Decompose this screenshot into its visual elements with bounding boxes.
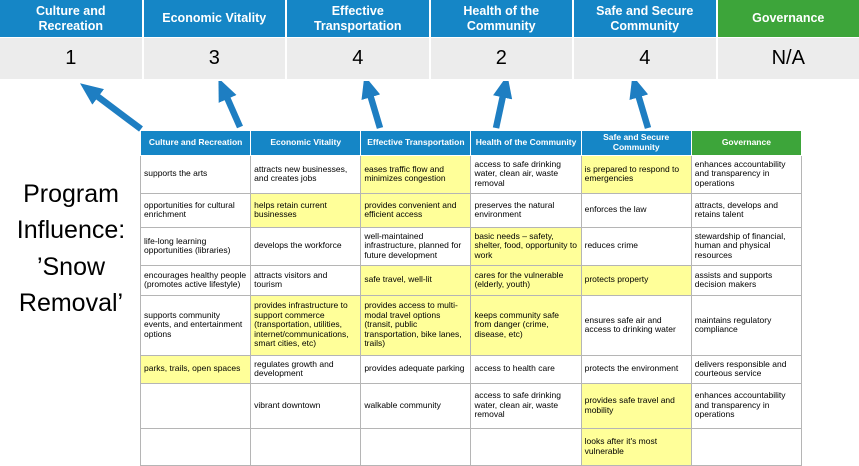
matrix-cell: walkable community <box>361 383 471 428</box>
up-arrow-transportation <box>369 91 380 128</box>
matrix-row: looks after it's most vulnerable <box>141 428 802 465</box>
matrix-cell: supports the arts <box>141 155 251 193</box>
matrix-cell: reduces crime <box>581 227 691 265</box>
matrix-cell: maintains regulatory compliance <box>691 295 801 355</box>
score-health-of-the-community: 2 <box>431 38 573 79</box>
up-arrow-culture <box>93 93 141 129</box>
matrix-header-culture-and-recreation: Culture and Recreation <box>141 131 251 156</box>
matrix-cell: enhances accountability and transparency… <box>691 383 801 428</box>
score-culture-and-recreation: 1 <box>0 38 142 79</box>
matrix-cell: basic needs – safety, shelter, food, opp… <box>471 227 581 265</box>
matrix-cell: opportunities for cultural enrichment <box>141 193 251 227</box>
summary-header-safe-and-secure-community: Safe and Secure Community <box>574 0 716 37</box>
matrix-cell: life-long learning opportunities (librar… <box>141 227 251 265</box>
matrix-cell-empty <box>691 428 801 465</box>
matrix-cell: provides infrastructure to support comme… <box>251 295 361 355</box>
matrix-cell: provides adequate parking <box>361 355 471 383</box>
matrix-cell: preserves the natural environment <box>471 193 581 227</box>
matrix-header-safe-and-secure-community: Safe and Secure Community <box>581 131 691 156</box>
matrix-header-governance: Governance <box>691 131 801 156</box>
matrix-cell: ensures safe air and access to drinking … <box>581 295 691 355</box>
matrix-cell-empty <box>471 428 581 465</box>
summary-header-governance: Governance <box>718 0 859 37</box>
matrix-cell: attracts visitors and tourism <box>251 265 361 295</box>
matrix-cell: supports community events, and entertain… <box>141 295 251 355</box>
matrix-cell: access to safe drinking water, clean air… <box>471 383 581 428</box>
matrix-cell: vibrant downtown <box>251 383 361 428</box>
matrix-cell: safe travel, well-lit <box>361 265 471 295</box>
matrix-cell: access to safe drinking water, clean air… <box>471 155 581 193</box>
matrix-row: life-long learning opportunities (librar… <box>141 227 802 265</box>
score-safe-and-secure-community: 4 <box>574 38 716 79</box>
matrix-cell: eases traffic flow and minimizes congest… <box>361 155 471 193</box>
matrix-cell: helps retain current businesses <box>251 193 361 227</box>
matrix-cell: is prepared to respond to emergencies <box>581 155 691 193</box>
summary-header-economic-vitality: Economic Vitality <box>144 0 286 37</box>
up-arrow-safe <box>637 91 648 128</box>
matrix-header-health-of-the-community: Health of the Community <box>471 131 581 156</box>
matrix-cell: provides safe travel and mobility <box>581 383 691 428</box>
matrix-cell: assists and supports decision makers <box>691 265 801 295</box>
score-governance: N/A <box>718 38 859 79</box>
summary-header-culture-and-recreation: Culture and Recreation <box>0 0 142 37</box>
matrix-cell: protects property <box>581 265 691 295</box>
matrix-cell: provides convenient and efficient access <box>361 193 471 227</box>
summary-header-effective-transportation: Effective Transportation <box>287 0 429 37</box>
matrix-cell: attracts new businesses, and creates job… <box>251 155 361 193</box>
matrix-cell: cares for the vulnerable (elderly, youth… <box>471 265 581 295</box>
matrix-cell: enhances accountability and transparency… <box>691 155 801 193</box>
matrix-cell: keeps community safe from danger (crime,… <box>471 295 581 355</box>
score-effective-transportation: 4 <box>287 38 429 79</box>
matrix-cell: regulates growth and development <box>251 355 361 383</box>
matrix-cell: access to health care <box>471 355 581 383</box>
matrix-cell: provides access to multi-modal travel op… <box>361 295 471 355</box>
matrix-cell: develops the workforce <box>251 227 361 265</box>
matrix-cell: parks, trails, open spaces <box>141 355 251 383</box>
matrix-cell-empty <box>361 428 471 465</box>
matrix-cell: encourages healthy people (promotes acti… <box>141 265 251 295</box>
matrix-cell: stewardship of financial, human and phys… <box>691 227 801 265</box>
matrix-cell: protects the environment <box>581 355 691 383</box>
score-economic-vitality: 3 <box>144 38 286 79</box>
matrix-cell: delivers responsible and courteous servi… <box>691 355 801 383</box>
up-arrow-economic <box>225 93 240 127</box>
matrix-row: encourages healthy people (promotes acti… <box>141 265 802 295</box>
up-arrow-health <box>496 91 504 128</box>
program-influence-label: Program Influence: ’Snow Removal’ <box>0 176 142 321</box>
matrix-cell: looks after it's most vulnerable <box>581 428 691 465</box>
matrix-row: supports community events, and entertain… <box>141 295 802 355</box>
matrix-cell-empty <box>141 428 251 465</box>
matrix-cell: attracts, develops and retains talent <box>691 193 801 227</box>
matrix-header-effective-transportation: Effective Transportation <box>361 131 471 156</box>
matrix-cell-empty <box>141 383 251 428</box>
summary-header-health-of-the-community: Health of the Community <box>431 0 573 37</box>
matrix-cell: enforces the law <box>581 193 691 227</box>
matrix-header-economic-vitality: Economic Vitality <box>251 131 361 156</box>
score-arrows <box>0 81 859 133</box>
matrix-cell-empty <box>251 428 361 465</box>
matrix-cell: well-maintained infrastructure, planned … <box>361 227 471 265</box>
